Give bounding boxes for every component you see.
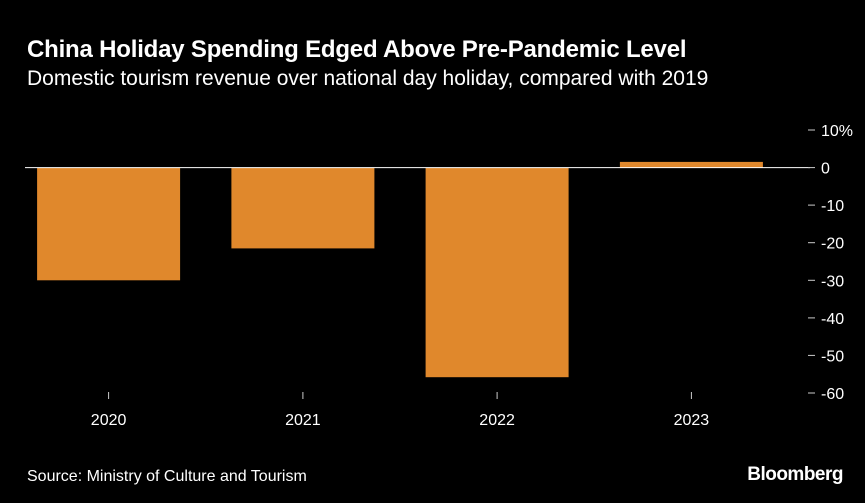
y-tick-label: -10	[821, 198, 844, 215]
chart-title: China Holiday Spending Edged Above Pre-P…	[27, 36, 687, 63]
bar-2022	[425, 167, 569, 378]
y-tick-label: 0	[821, 161, 830, 178]
y-tick-label: -30	[821, 273, 844, 290]
y-tick-label: -40	[821, 311, 844, 328]
bar-2021	[231, 167, 375, 249]
x-tick-label-2021: 2021	[285, 412, 321, 429]
x-tick-label-2020: 2020	[91, 412, 127, 429]
x-tick-label-2023: 2023	[674, 412, 710, 429]
bar-chart: 10% 0 -10 -20 -30 -40 -50 -60 2020 2021 2022 2023	[25, 123, 853, 429]
y-tick-label: 10%	[821, 123, 853, 140]
y-tick-label: -60	[821, 386, 844, 403]
bar-2020	[37, 167, 181, 281]
y-tick-label: -20	[821, 236, 844, 253]
x-tick-label-2022: 2022	[479, 412, 515, 429]
source-note: Source: Ministry of Culture and Tourism	[27, 468, 307, 485]
y-tick-label: -50	[821, 348, 844, 365]
bar-2023	[619, 161, 763, 168]
bloomberg-logo: Bloomberg	[747, 464, 843, 485]
chart-subtitle: Domestic tourism revenue over national d…	[27, 67, 709, 90]
